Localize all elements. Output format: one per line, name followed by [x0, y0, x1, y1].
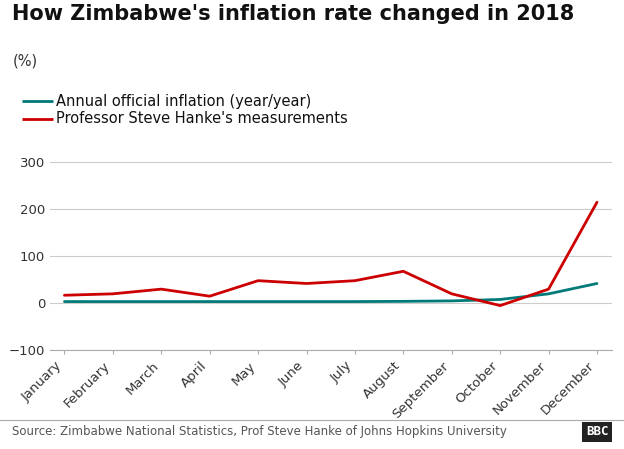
Text: Professor Steve Hanke's measurements: Professor Steve Hanke's measurements [56, 111, 348, 127]
Text: Source: Zimbabwe National Statistics, Prof Steve Hanke of Johns Hopkins Universi: Source: Zimbabwe National Statistics, Pr… [12, 426, 507, 438]
Text: How Zimbabwe's inflation rate changed in 2018: How Zimbabwe's inflation rate changed in… [12, 4, 575, 25]
Text: (%): (%) [12, 54, 37, 69]
Text: BBC: BBC [586, 426, 608, 438]
Text: Annual official inflation (year/year): Annual official inflation (year/year) [56, 93, 311, 109]
